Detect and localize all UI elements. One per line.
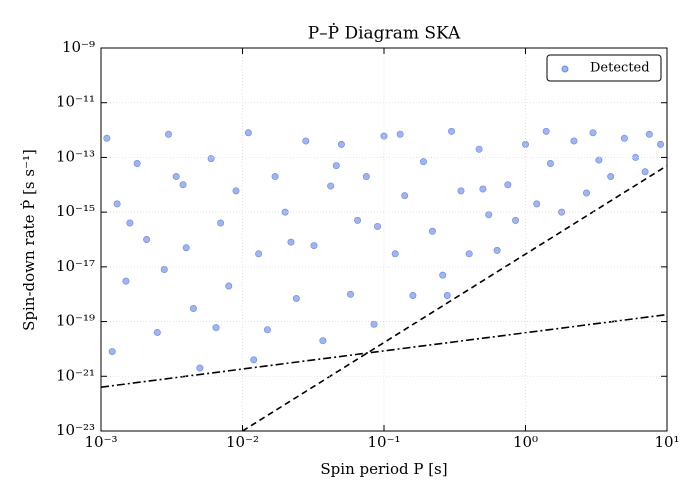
plot-area bbox=[101, 127, 667, 431]
y-tick-label: 10⁻²¹ bbox=[56, 366, 95, 384]
scatter-point bbox=[475, 145, 483, 153]
plot-frame bbox=[100, 47, 668, 432]
scatter-point bbox=[354, 216, 362, 224]
legend-label: Detected bbox=[590, 61, 650, 76]
scatter-point bbox=[250, 356, 258, 364]
x-tick-label: 10⁻³ bbox=[84, 433, 117, 451]
scatter-point bbox=[327, 182, 335, 190]
scatter-point bbox=[207, 155, 215, 163]
scatter-point bbox=[546, 159, 554, 167]
scatter-point bbox=[160, 266, 168, 274]
scatter-point bbox=[292, 294, 300, 302]
y-tick-label: 10⁻¹³ bbox=[56, 147, 95, 165]
scatter-point bbox=[428, 227, 436, 235]
reference-line bbox=[242, 164, 667, 431]
y-tick-label: 10⁻¹⁹ bbox=[56, 312, 95, 330]
scatter-point bbox=[419, 158, 427, 166]
scatter-point bbox=[457, 187, 465, 195]
scatter-point bbox=[287, 238, 295, 246]
scatter-point bbox=[362, 173, 370, 181]
legend-box bbox=[546, 54, 662, 82]
scatter-point bbox=[493, 246, 501, 254]
scatter-point bbox=[182, 244, 190, 252]
scatter-point bbox=[485, 211, 493, 219]
scatter-point bbox=[347, 290, 355, 298]
scatter-point bbox=[189, 305, 197, 313]
scatter-point bbox=[126, 219, 134, 227]
scatter-point bbox=[396, 130, 404, 138]
scatter-point bbox=[533, 200, 541, 208]
y-tick-label: 10⁻¹⁷ bbox=[56, 257, 95, 275]
scatter-point bbox=[165, 130, 173, 138]
scatter-point bbox=[122, 277, 130, 285]
scatter-point bbox=[479, 185, 487, 193]
scatter-point bbox=[143, 236, 151, 244]
scatter-point bbox=[113, 200, 121, 208]
scatter-point bbox=[391, 250, 399, 258]
scatter-point bbox=[263, 326, 271, 334]
scatter-point bbox=[337, 140, 345, 148]
scatter-point bbox=[310, 242, 318, 250]
scatter-point bbox=[583, 189, 591, 197]
scatter-point bbox=[645, 130, 653, 138]
scatter-point bbox=[595, 156, 603, 164]
scatter-point bbox=[439, 271, 447, 279]
chart-title: P–Ṗ Diagram SKA bbox=[308, 23, 461, 44]
scatter-point bbox=[217, 219, 225, 227]
scatter-point bbox=[641, 168, 649, 176]
scatter-point bbox=[271, 173, 279, 181]
scatter-point bbox=[589, 129, 597, 137]
scatter-point bbox=[401, 192, 409, 200]
scatter-point bbox=[370, 320, 378, 328]
scatter-point bbox=[172, 173, 180, 181]
scatter-point bbox=[212, 324, 220, 332]
y-tick-label: 10⁻¹⁵ bbox=[56, 202, 95, 220]
scatter-point bbox=[319, 337, 327, 345]
scatter-point bbox=[620, 134, 628, 142]
scatter-point bbox=[409, 291, 417, 299]
scatter-point bbox=[443, 291, 451, 299]
scatter-point bbox=[512, 216, 520, 224]
scatter-point bbox=[302, 137, 310, 145]
scatter-point bbox=[374, 222, 382, 230]
scatter-point bbox=[103, 134, 111, 142]
x-tick-label: 10⁻¹ bbox=[367, 433, 400, 451]
legend-marker bbox=[561, 65, 569, 73]
y-tick-label: 10⁻²³ bbox=[56, 421, 95, 439]
x-tick-label: 10⁰ bbox=[513, 433, 538, 451]
scatter-point bbox=[225, 282, 233, 290]
reference-line bbox=[101, 313, 667, 388]
x-tick-label: 10¹ bbox=[654, 433, 679, 451]
scatter-point bbox=[196, 364, 204, 372]
scatter-point bbox=[108, 348, 116, 356]
scatter-point bbox=[542, 127, 550, 135]
y-tick-label: 10⁻¹¹ bbox=[56, 93, 95, 111]
scatter-point bbox=[465, 250, 473, 258]
scatter-point bbox=[153, 328, 161, 336]
scatter-point bbox=[607, 173, 615, 181]
scatter-point bbox=[179, 181, 187, 189]
x-tick-label: 10⁻² bbox=[226, 433, 259, 451]
scatter-point bbox=[657, 140, 665, 148]
scatter-point bbox=[244, 129, 252, 137]
scatter-point bbox=[133, 159, 141, 167]
scatter-point bbox=[255, 250, 263, 258]
scatter-point bbox=[332, 162, 340, 170]
scatter-point bbox=[570, 137, 578, 145]
x-axis-label: Spin period P [s] bbox=[320, 460, 447, 478]
scatter-point bbox=[448, 127, 456, 135]
y-tick-label: 10⁻⁹ bbox=[62, 38, 95, 56]
scatter-point bbox=[504, 181, 512, 189]
scatter-point bbox=[232, 187, 240, 195]
scatter-point bbox=[558, 208, 566, 216]
y-axis-label: Spin-down rate Ṗ [s s⁻¹] bbox=[20, 149, 38, 331]
